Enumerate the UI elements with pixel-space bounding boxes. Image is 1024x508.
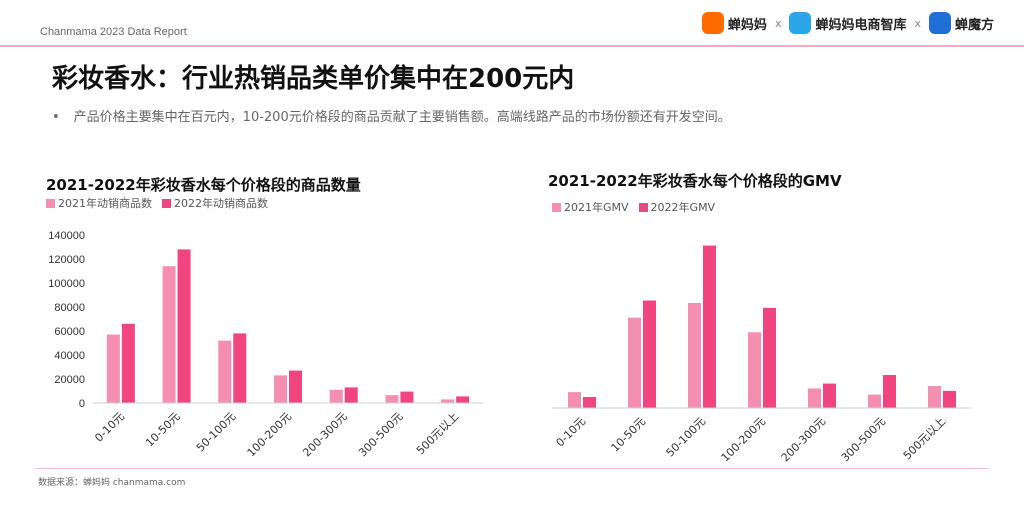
brand-zhiku-label: 蝉妈妈电商智库	[815, 17, 907, 33]
chart-1-plot: 0 20000 40000 60000 80000 100000 120000 140000 0…	[48, 230, 483, 459]
legend-swatch-2022-gmv	[638, 202, 648, 212]
y-tick-label: 40000	[54, 350, 85, 362]
chart-2-legend: 2021年GMV 2022年GMV	[552, 199, 715, 215]
bar-2021-2	[688, 302, 701, 408]
bar-2022-0	[121, 323, 135, 403]
legend-label-2021: 2021年动销商品数	[58, 197, 152, 210]
bar-2022-2	[703, 245, 716, 408]
bar-2021-3	[748, 332, 761, 408]
y-tick-label: 0	[79, 398, 85, 410]
chart-2-title: 2021-2022年彩妆香水每个价格段的GMV	[548, 172, 842, 190]
x-tick-label: 10-50元	[609, 415, 649, 455]
bar-2021-1	[162, 266, 176, 403]
chart-1-title: 2021-2022年彩妆香水每个价格段的商品数量	[46, 176, 361, 194]
summary-bullet: • 产品价格主要集中在百元内，10-200元价格段的商品贡献了主要销售额。高端线路…	[52, 106, 731, 125]
legend-label-2022-gmv: 2022年GMV	[650, 201, 716, 214]
bar-2022-5	[883, 375, 896, 408]
x-tick-label: 200-300元	[779, 415, 828, 464]
header-divider	[0, 45, 1024, 47]
x-tick-label: 500元以上	[414, 410, 461, 457]
y-tick-label: 120000	[48, 254, 85, 266]
bar-2021-3	[274, 375, 287, 403]
bar-2022-4	[344, 387, 358, 403]
chart-1-legend: 2021年动销商品数 2022年动销商品数	[46, 195, 268, 211]
x-tick-label: 10-50元	[143, 410, 183, 450]
legend-item-2021-gmv: 2021年GMV	[552, 199, 629, 215]
x-tick-label: 0-10元	[553, 415, 588, 450]
bar-2022-1	[643, 300, 656, 408]
x-tick-label: 200-300元	[300, 410, 349, 459]
x-tick-label: 300-500元	[839, 415, 888, 464]
chanmofang-logo-icon	[928, 12, 951, 34]
footer-source: 数据来源：蝉妈妈 chanmama.com	[38, 478, 186, 488]
chart-2-plot: 0-10元 10-50元 50-100元 100-200元 200-300元 300-50…	[552, 245, 972, 464]
bar-2021-5	[385, 395, 399, 403]
legend-swatch-2022	[162, 198, 171, 208]
x-tick-label: 50-100元	[194, 410, 239, 455]
y-tick-label: 20000	[54, 374, 85, 386]
bar-2022-1	[177, 249, 191, 403]
bar-2021-4	[329, 389, 343, 403]
bullet-dot: •	[52, 110, 60, 125]
zhiku-logo-icon	[789, 12, 812, 34]
brand-chanmama: 蝉妈妈	[701, 12, 767, 34]
brand-separator: x	[774, 16, 782, 30]
brand-row: 蝉妈妈 x 蝉妈妈电商智库 x 蝉魔方	[701, 12, 994, 34]
brand-separator: x	[914, 16, 921, 30]
y-tick-label: 140000	[48, 230, 85, 242]
legend-item-2022-gmv: 2022年GMV	[638, 199, 716, 215]
bar-2021-5	[868, 394, 881, 408]
bar-2022-3	[289, 370, 302, 403]
page-title: 彩妆香水：行业热销品类单价集中在200元内	[52, 64, 575, 94]
x-tick-label: 100-200元	[245, 410, 294, 459]
chanmama-logo-icon	[701, 12, 724, 34]
summary-text: 产品价格主要集中在百元内，10-200元价格段的商品贡献了主要销售额。高端线路产…	[73, 110, 731, 125]
bar-2022-4	[823, 383, 836, 408]
bar-2022-6	[456, 396, 470, 403]
bar-2022-3	[763, 307, 776, 408]
bar-2021-1	[628, 317, 641, 408]
x-tick-label: 50-100元	[664, 415, 709, 460]
x-tick-label: 300-500元	[356, 410, 405, 459]
bar-2022-6	[943, 390, 956, 408]
y-tick-label: 80000	[54, 302, 85, 314]
y-tick-label: 60000	[54, 326, 85, 338]
bar-2021-4	[808, 388, 821, 408]
bar-2021-0	[568, 392, 581, 408]
bar-2022-2	[233, 333, 247, 403]
bar-2021-0	[106, 334, 120, 403]
brand-chanmofang: 蝉魔方	[928, 12, 994, 34]
legend-label-2022: 2022年动销商品数	[174, 197, 268, 210]
legend-swatch-2021-gmv	[552, 202, 561, 212]
bar-2022-5	[400, 391, 414, 403]
report-label: Chanmama 2023 Data Report	[40, 26, 187, 38]
x-tick-label: 0-10元	[92, 410, 127, 445]
legend-swatch-2021	[46, 198, 55, 208]
bar-2021-2	[218, 340, 232, 403]
brand-chanmofang-label: 蝉魔方	[954, 17, 994, 33]
y-tick-label: 100000	[48, 278, 85, 290]
x-tick-label: 500元以上	[901, 415, 948, 462]
bar-2022-0	[583, 397, 596, 408]
footer-divider	[35, 468, 989, 469]
legend-item-2022: 2022年动销商品数	[162, 195, 268, 211]
brand-chanmama-label: 蝉妈妈	[727, 17, 767, 33]
brand-zhiku: 蝉妈妈电商智库	[789, 12, 906, 34]
x-tick-label: 100-200元	[719, 415, 768, 464]
bar-2021-6	[441, 399, 455, 403]
bar-2021-6	[928, 386, 941, 408]
legend-label-2021-gmv: 2021年GMV	[564, 201, 629, 214]
legend-item-2021: 2021年动销商品数	[46, 195, 152, 211]
